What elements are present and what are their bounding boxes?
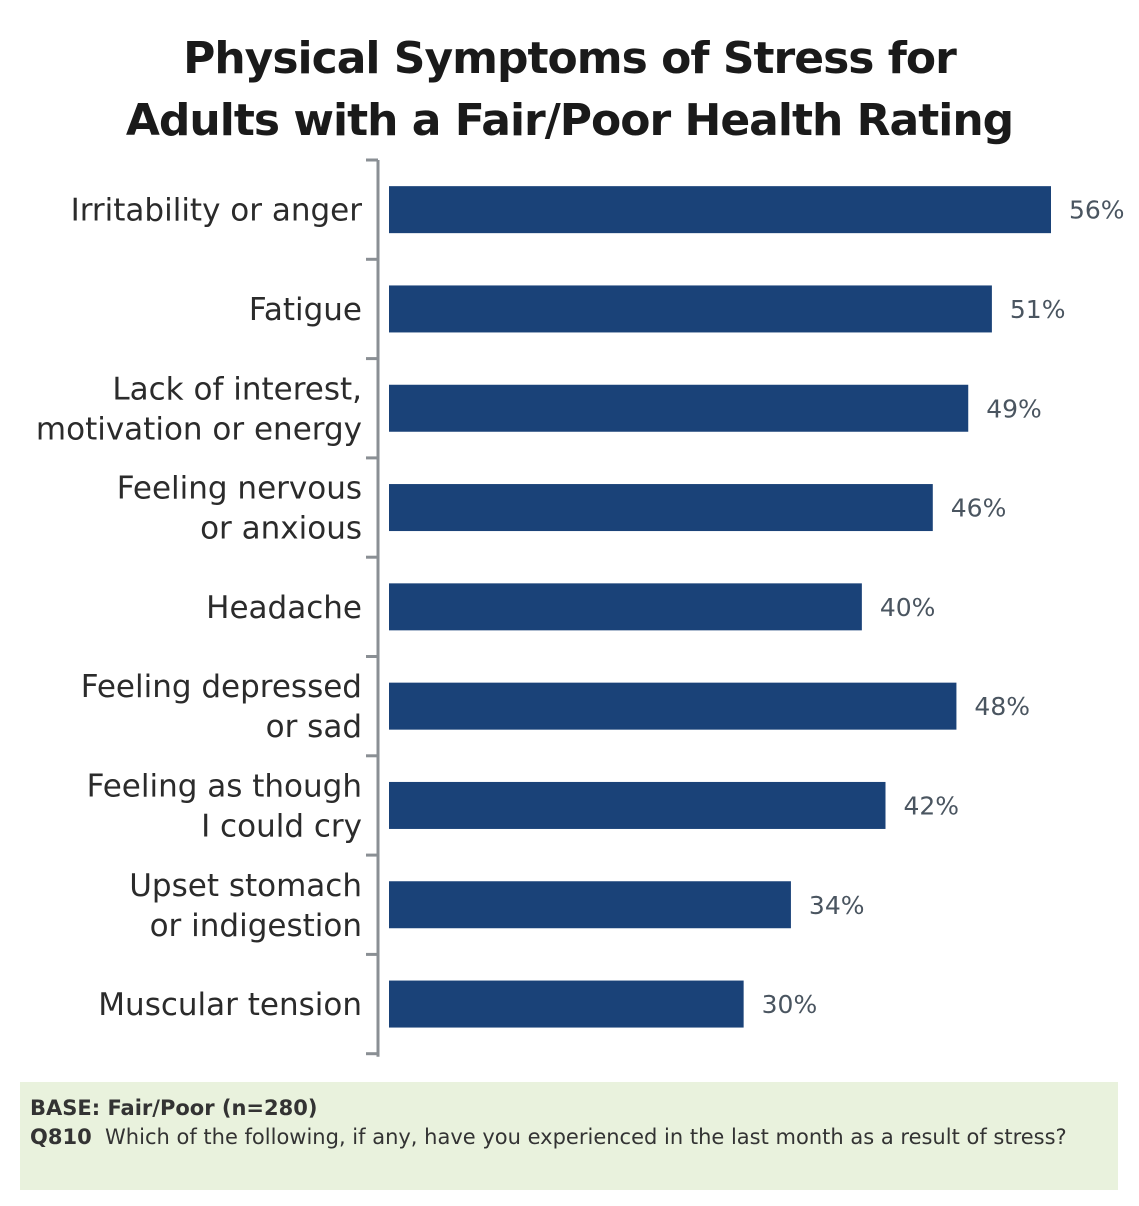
category-label-1: Irritability or anger — [71, 193, 363, 229]
value-label-2: 51% — [1010, 295, 1066, 324]
footnote-question-text: Which of the following, if any, have you… — [105, 1125, 1067, 1149]
chart-title-line-1: Physical Symptoms of Stress for — [183, 33, 957, 84]
category-label-5: Headache — [206, 590, 362, 626]
category-label-3-line-2: motivation or energy — [36, 411, 362, 447]
bar-4 — [389, 484, 933, 532]
chart-title: Physical Symptoms of Stress for Adults w… — [0, 28, 1139, 152]
category-label-7-line-2: I could cry — [201, 808, 362, 844]
category-label-4-line-1: Feeling nervous — [117, 471, 362, 507]
category-label-8-line-2: or indigestion — [150, 908, 362, 944]
value-label-9: 30% — [762, 990, 818, 1019]
value-label-8: 34% — [809, 891, 865, 920]
category-label-6-line-2: or sad — [266, 709, 362, 745]
bar-5 — [389, 583, 862, 631]
footnote-base: BASE: Fair/Poor (n=280) — [30, 1096, 318, 1120]
category-label-2: Fatigue — [249, 292, 362, 328]
bar-1 — [389, 186, 1051, 234]
value-label-5: 40% — [880, 593, 936, 622]
category-label-4-line-2: or anxious — [200, 511, 362, 547]
value-label-1: 56% — [1069, 196, 1125, 225]
category-label-3-line-1: Lack of interest, — [112, 371, 362, 407]
category-label-6-line-1: Feeling depressed — [81, 669, 362, 705]
category-label-8-line-1: Upset stomach — [129, 868, 362, 904]
chart-title-line-2: Adults with a Fair/Poor Health Rating — [125, 95, 1014, 146]
bar-3 — [389, 384, 969, 432]
bar-7 — [389, 781, 886, 829]
value-label-6: 48% — [974, 692, 1030, 721]
bar-9 — [389, 980, 744, 1028]
value-label-4: 46% — [951, 494, 1007, 523]
value-label-7: 42% — [904, 791, 960, 820]
footnote-question: Q810 Which of the following, if any, hav… — [30, 1123, 1108, 1152]
bar-6 — [389, 682, 957, 730]
bar-2 — [389, 285, 992, 333]
bar-8 — [389, 881, 791, 929]
footnote-box: BASE: Fair/Poor (n=280) Q810 Which of th… — [20, 1082, 1118, 1190]
bar-chart: 56% Irritability or anger 51% Fatigue 49% Lac… — [36, 158, 1125, 1057]
value-label-3: 49% — [986, 394, 1042, 423]
footnote-question-code: Q810 — [30, 1125, 92, 1149]
category-label-9: Muscular tension — [98, 987, 362, 1023]
category-label-7-line-1: Feeling as though — [87, 768, 362, 804]
